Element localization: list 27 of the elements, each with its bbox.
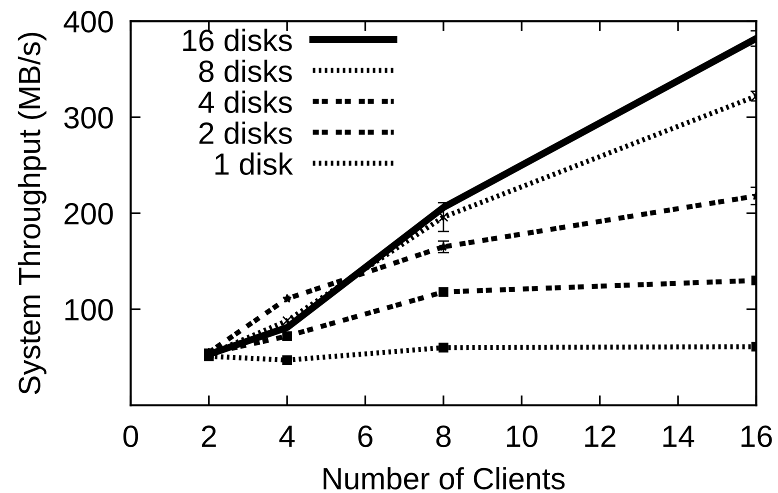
x-tick-label: 2 — [202, 425, 216, 447]
y-tick-label: 200 — [64, 202, 113, 225]
x-tick-label: 10 — [506, 425, 538, 448]
point — [438, 212, 448, 222]
x-tick-label: 4 — [279, 426, 295, 447]
legend-label: 2 disks — [199, 122, 292, 144]
y-tick-label: 100 — [65, 298, 113, 321]
y-axis-title: System Throughput (MB/s) — [18, 32, 46, 394]
y-tick-label: 300 — [64, 106, 113, 129]
point — [282, 316, 292, 326]
point — [282, 331, 292, 341]
x-tick-label: 12 — [585, 425, 616, 447]
point — [438, 287, 448, 297]
legend-label: 16 disks — [183, 28, 292, 52]
legend-label: 8 disks — [199, 60, 292, 82]
point — [438, 342, 448, 352]
legend-label: 4 disks — [198, 90, 292, 114]
x-tick-label: 0 — [123, 425, 138, 448]
legend-label: 1 disk — [215, 152, 293, 175]
x-tick-label: 16 — [742, 425, 772, 448]
x-axis-title: Number of Clients — [324, 467, 565, 490]
x-tick-label: 6 — [358, 425, 372, 448]
point — [282, 355, 292, 365]
x-tick-label: 8 — [436, 425, 451, 448]
point — [282, 294, 292, 303]
y-tick-label: 400 — [64, 10, 113, 33]
x-tick-label: 14 — [663, 426, 694, 447]
